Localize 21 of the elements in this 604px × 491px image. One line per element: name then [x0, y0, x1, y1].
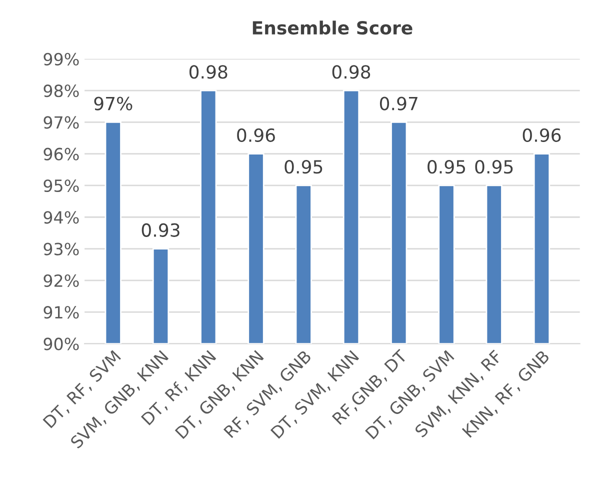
- y-tick-label: 94%: [44, 211, 79, 224]
- data-label: 0.93: [142, 223, 180, 237]
- chart-title: Ensemble Score: [252, 20, 412, 35]
- data-label: 0.98: [332, 65, 370, 79]
- y-tick-label: 90%: [44, 338, 79, 350]
- y-tick-label: 96%: [44, 148, 79, 160]
- y-tick-label: 99%: [44, 52, 79, 66]
- data-label: 0.97: [380, 96, 418, 110]
- data-label: 0.95: [284, 160, 322, 174]
- data-label: 0.98: [189, 65, 228, 79]
- y-tick-label: 97%: [44, 116, 79, 129]
- data-label: 0.96: [237, 128, 275, 142]
- y-tick-label: 95%: [44, 179, 79, 192]
- data-label: 0.95: [428, 160, 466, 174]
- y-tick-label: 91%: [44, 306, 79, 319]
- y-tick-label: 93%: [44, 242, 79, 256]
- y-tick-label: 98%: [44, 84, 79, 98]
- y-tick-label: 92%: [44, 274, 79, 287]
- data-label: 0.95: [475, 160, 513, 174]
- data-label: 97%: [94, 96, 132, 110]
- data-label: 0.96: [522, 128, 561, 142]
